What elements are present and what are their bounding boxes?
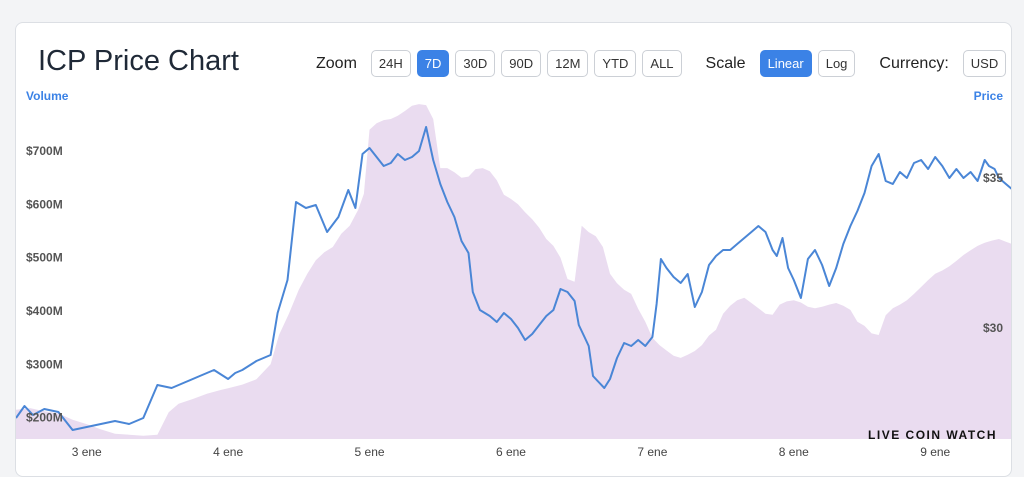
zoom-7d-button[interactable]: 7D: [416, 50, 450, 77]
price-layer: [16, 126, 1011, 431]
volume-axis-label: Volume: [26, 89, 69, 103]
scale-label: Scale: [705, 54, 746, 72]
scale-log-button[interactable]: Log: [817, 50, 856, 77]
currency-select[interactable]: USD: [962, 50, 1007, 77]
volume-tick-label: $500M: [26, 251, 63, 265]
volume-layer: [16, 104, 1011, 439]
zoom-30d-button[interactable]: 30D: [455, 50, 496, 77]
volume-tick-label: $300M: [26, 357, 63, 371]
volume-tick-label: $600M: [26, 197, 63, 211]
zoom-ytd-button[interactable]: YTD: [594, 50, 637, 77]
volume-tick-label: $400M: [26, 304, 63, 318]
zoom-24h-button[interactable]: 24H: [370, 50, 411, 77]
volume-tick-labels: $200M $300M $400M $500M $600M $700M: [26, 144, 63, 425]
x-tick-label: 5 ene: [355, 445, 385, 459]
chart-title: ICP Price Chart: [38, 45, 239, 77]
price-tick-labels: $30 $35: [983, 171, 1003, 335]
price-tick-label: $30: [983, 321, 1003, 335]
volume-tick-label: $200M: [26, 411, 63, 425]
x-tick-labels: 3 ene 4 ene 5 ene 6 ene 7 ene 8 ene 9 ene: [72, 445, 951, 459]
price-tick-label: $35: [983, 171, 1003, 185]
zoom-label: Zoom: [316, 54, 357, 72]
x-tick-label: 7 ene: [637, 445, 667, 459]
zoom-12m-button[interactable]: 12M: [547, 50, 589, 77]
volume-area: [16, 104, 1011, 439]
scale-linear-button[interactable]: Linear: [759, 50, 812, 77]
zoom-90d-button[interactable]: 90D: [501, 50, 542, 77]
live-coin-watch-logo: LIVE COIN WATCH: [868, 428, 997, 442]
chart-card: ICP Price Chart Zoom 24H 7D 30D 90D 12M …: [15, 22, 1012, 477]
x-tick-label: 3 ene: [72, 445, 102, 459]
price-line: [16, 126, 1011, 431]
x-tick-label: 8 ene: [779, 445, 809, 459]
currency-label: Currency:: [879, 54, 949, 72]
price-volume-chart[interactable]: $200M $300M $400M $500M $600M $700M $30 $35 3 …: [16, 23, 1012, 477]
x-tick-label: 9 ene: [920, 445, 950, 459]
chart-controls: Zoom 24H 7D 30D 90D 12M YTD ALL Scale Li…: [316, 50, 1011, 77]
x-tick-label: 6 ene: [496, 445, 526, 459]
zoom-all-button[interactable]: ALL: [642, 50, 682, 77]
x-tick-label: 4 ene: [213, 445, 243, 459]
volume-tick-label: $700M: [26, 144, 63, 158]
price-axis-label: Price: [973, 89, 1003, 103]
